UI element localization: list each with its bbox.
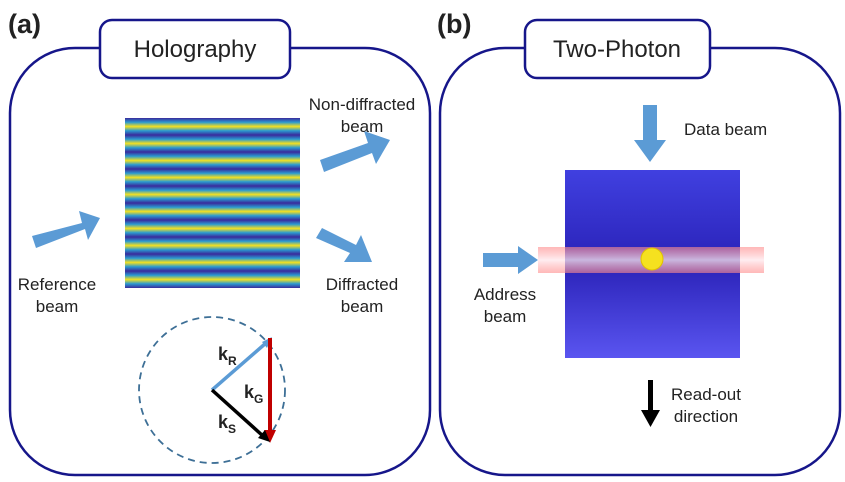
- address-beam-arrow: [483, 246, 538, 274]
- panel-title: Holography: [134, 36, 257, 63]
- label: direction: [674, 407, 738, 426]
- panel-label: (a): [8, 9, 41, 39]
- figure: (a) Holography Non-diffracted beam Refer…: [0, 0, 845, 482]
- label: beam: [484, 307, 527, 326]
- panel-title: Two-Photon: [553, 36, 681, 63]
- voxel: [641, 248, 663, 270]
- label: Diffracted: [326, 275, 398, 294]
- label: beam: [341, 117, 384, 136]
- label: Address: [474, 285, 536, 304]
- non-diffracted-arrow: [320, 131, 390, 172]
- panel-label: (b): [437, 9, 471, 39]
- panel-b: (b) Two-Photon Data beam Address beam Re…: [437, 9, 840, 475]
- reference-arrow: [32, 211, 100, 248]
- panel-a: (a) Holography Non-diffracted beam Refer…: [8, 9, 430, 475]
- data-beam-arrow: [634, 105, 666, 162]
- vector-label: kG: [244, 382, 263, 406]
- label: Non-diffracted: [309, 95, 415, 114]
- hologram-grating: [125, 118, 300, 288]
- label: Data beam: [684, 120, 767, 139]
- readout-arrow: [641, 380, 660, 427]
- label: Read-out: [671, 385, 741, 404]
- label: Reference: [18, 275, 96, 294]
- vector-label: kR: [218, 344, 237, 368]
- label: beam: [36, 297, 79, 316]
- diffracted-arrow: [316, 228, 372, 262]
- label: beam: [341, 297, 384, 316]
- vector-label: kS: [218, 412, 236, 436]
